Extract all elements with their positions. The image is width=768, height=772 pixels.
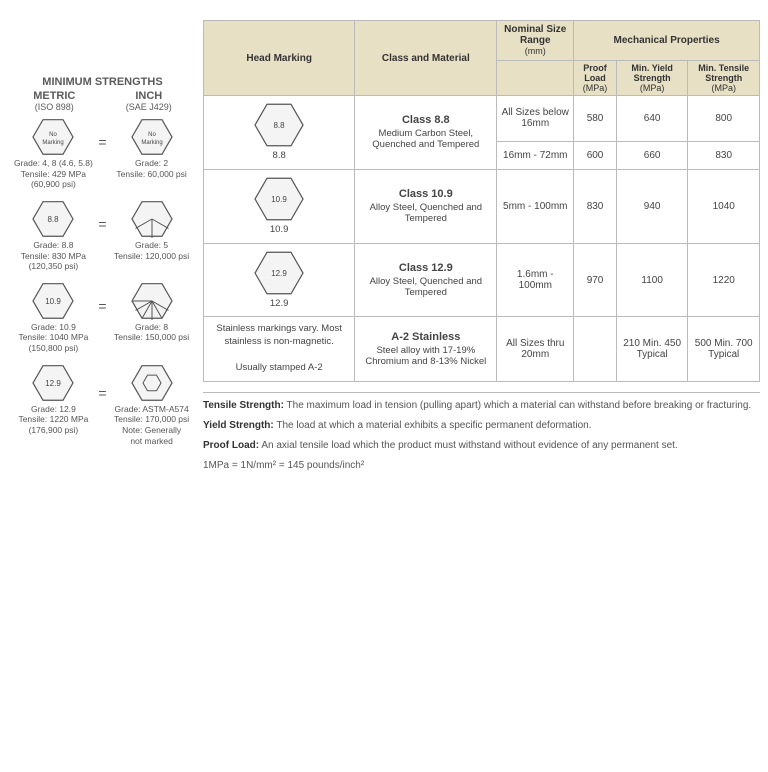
equals-sign: = [98, 385, 106, 401]
class-cell: A-2 StainlessSteel alloy with 17-19% Chr… [355, 317, 497, 381]
size-cell: All Sizes below 16mm [497, 96, 574, 142]
head-marking-hex-icon: 8.8 [253, 102, 305, 148]
yield-cell: 210 Min. 450 Typical [616, 317, 688, 381]
svg-text:8.8: 8.8 [274, 121, 286, 130]
head-marking-hex-icon: 12.9 [253, 250, 305, 296]
definitions: Tensile Strength: The maximum load in te… [203, 392, 760, 473]
yield-cell: 640 [616, 96, 688, 142]
class-cell: Class 8.8Medium Carbon Steel, Quenched a… [355, 96, 497, 170]
metric-hex-icon: 12.9 [31, 364, 75, 402]
right-panel: Head Marking Class and Material Nominal … [203, 20, 760, 479]
proof-cell: 830 [574, 169, 617, 243]
th-proof: Proof Load(MPa) [574, 61, 617, 96]
equals-sign: = [98, 134, 106, 150]
svg-text:10.9: 10.9 [271, 195, 287, 204]
metric-hex-icon: 10.9 [31, 282, 75, 320]
head-marking-cell: 10.910.9 [204, 169, 355, 243]
yield-cell: 1100 [616, 243, 688, 317]
left-panel: MINIMUM STRENGTHS METRIC(ISO 898) INCH(S… [8, 20, 203, 479]
svg-text:No: No [148, 132, 156, 138]
comparison-row: 8.8Grade: 8.8Tensile: 830 MPa(120,350 ps… [8, 200, 197, 272]
comparison-row: 10.9Grade: 10.9Tensile: 1040 MPa(150,800… [8, 282, 197, 354]
svg-text:No: No [50, 132, 58, 138]
tensile-cell: 1220 [688, 243, 760, 317]
svg-text:Marking: Marking [141, 140, 162, 146]
metric-hex-icon: No Marking [31, 118, 75, 156]
equals-sign: = [98, 298, 106, 314]
proof-cell [574, 317, 617, 381]
svg-text:10.9: 10.9 [46, 297, 62, 306]
table-row: 10.910.9Class 10.9Alloy Steel, Quenched … [204, 169, 760, 243]
svg-text:8.8: 8.8 [48, 215, 60, 224]
svg-text:12.9: 12.9 [46, 379, 62, 388]
th-size: Nominal Size Range(mm) [497, 21, 574, 61]
head-marking-cell: 8.88.8 [204, 96, 355, 170]
left-title: MINIMUM STRENGTHS [8, 76, 197, 88]
proof-cell: 970 [574, 243, 617, 317]
formula: 1MPa = 1N/mm² = 145 pounds/inch² [203, 459, 760, 473]
tensile-cell: 800 [688, 96, 760, 142]
head-marking-hex-icon: 10.9 [253, 176, 305, 222]
comparison-row: NoMarkingGrade: 4, 8 (4.6, 5.8)Tensile: … [8, 118, 197, 190]
head-marking-cell: Stainless markings vary. Most stainless … [204, 317, 355, 381]
metric-hex-icon: 8.8 [31, 200, 75, 238]
yield-cell: 940 [616, 169, 688, 243]
class-cell: Class 12.9Alloy Steel, Quenched and Temp… [355, 243, 497, 317]
inch-hex-icon [130, 364, 174, 402]
size-cell: All Sizes thru 20mm [497, 317, 574, 381]
inch-hex-icon: No Marking [130, 118, 174, 156]
th-mech: Mechanical Properties [574, 21, 760, 61]
head-marking-cell: 12.912.9 [204, 243, 355, 317]
table-row: Stainless markings vary. Most stainless … [204, 317, 760, 381]
svg-text:12.9: 12.9 [271, 269, 287, 278]
tensile-cell: 500 Min. 700 Typical [688, 317, 760, 381]
th-class: Class and Material [355, 21, 497, 96]
tensile-cell: 830 [688, 141, 760, 169]
inch-hex-icon [130, 282, 174, 320]
th-head-marking: Head Marking [204, 21, 355, 96]
svg-text:Marking: Marking [43, 140, 64, 146]
inch-hex-icon [130, 200, 174, 238]
tensile-cell: 1040 [688, 169, 760, 243]
class-cell: Class 10.9Alloy Steel, Quenched and Temp… [355, 169, 497, 243]
strength-table: Head Marking Class and Material Nominal … [203, 20, 760, 382]
proof-cell: 580 [574, 96, 617, 142]
size-cell: 16mm - 72mm [497, 141, 574, 169]
th-yield: Min. Yield Strength(MPa) [616, 61, 688, 96]
proof-cell: 600 [574, 141, 617, 169]
yield-cell: 660 [616, 141, 688, 169]
table-row: 8.88.8Class 8.8Medium Carbon Steel, Quen… [204, 96, 760, 142]
table-row: 12.912.9Class 12.9Alloy Steel, Quenched … [204, 243, 760, 317]
left-column-headers: METRIC(ISO 898) INCH(SAE J429) [8, 90, 197, 112]
comparison-row: 12.9Grade: 12.9Tensile: 1220 MPa(176,900… [8, 364, 197, 447]
size-cell: 5mm - 100mm [497, 169, 574, 243]
size-cell: 1.6mm - 100mm [497, 243, 574, 317]
th-tensile: Min. Tensile Strength(MPa) [688, 61, 760, 96]
equals-sign: = [98, 216, 106, 232]
